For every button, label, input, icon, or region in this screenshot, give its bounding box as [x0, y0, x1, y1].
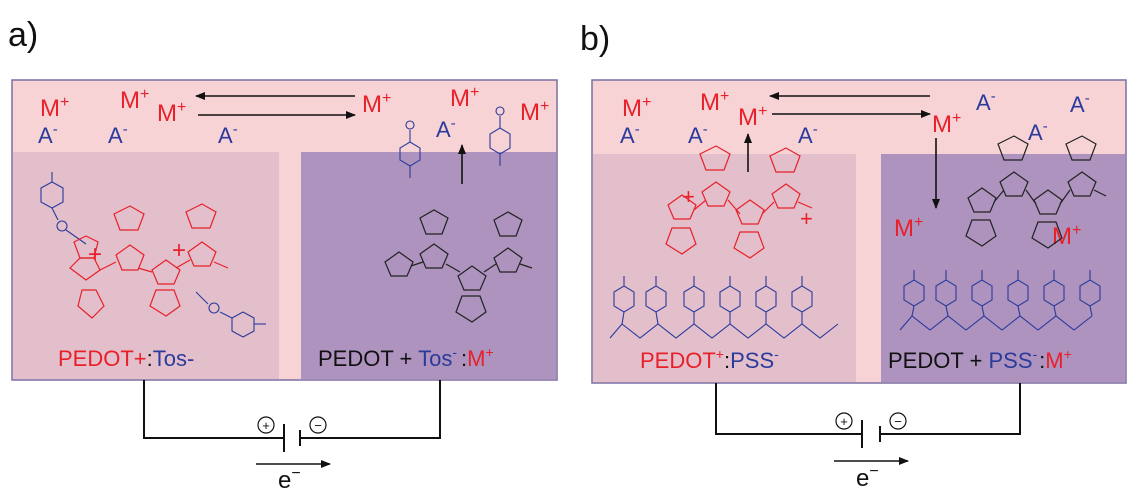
svg-text:+: +	[262, 418, 270, 433]
cation-label: M+	[120, 86, 149, 114]
cation-label: M+	[520, 98, 549, 126]
cation-label: M+	[450, 84, 479, 112]
tosylate-molecule	[195, 291, 266, 338]
anion-label: A-	[436, 115, 456, 142]
anion-label: A-	[620, 121, 640, 148]
panel-a-reduced-film	[301, 152, 556, 379]
battery-plus-symbol: +	[257, 416, 275, 434]
anion-label: A-	[1028, 118, 1048, 145]
circuit-wire-left	[715, 383, 862, 435]
panel-b-left-formula: PEDOT+:PSS-	[640, 346, 779, 373]
anion-label: A-	[688, 121, 708, 148]
cation-label: M+	[738, 103, 767, 131]
svg-text:−: −	[894, 414, 902, 429]
pss-polymer	[609, 276, 839, 339]
anion-label: A-	[108, 121, 128, 148]
battery-minus-symbol: −	[309, 416, 327, 434]
panel-b-oxidized-film	[593, 154, 856, 382]
positive-charge-mark: +	[172, 237, 186, 264]
panel-a-oxidized-film	[13, 152, 279, 379]
pedot-oxidized-chain	[665, 145, 813, 259]
anion-label: A-	[218, 121, 238, 148]
anion-label: A-	[976, 88, 996, 115]
anion-label: A-	[38, 121, 58, 148]
pss-polymer	[899, 270, 1101, 331]
panel-a-left-formula: PEDOT+:Tos-	[58, 346, 194, 371]
anion-label: A-	[798, 121, 818, 148]
cation-label: M+	[894, 214, 923, 242]
cation-label: M+	[700, 88, 729, 116]
svg-text:−: −	[314, 418, 322, 433]
panel-b-right-formula: PEDOT + PSS-:M+	[888, 346, 1072, 373]
panel-b: b) M+ M+ M+ M+ M+ M+ A- A- A- A- A- A-	[580, 20, 1127, 492]
tosylate-molecule	[399, 120, 421, 178]
cation-label: M+	[932, 110, 961, 138]
panel-a: a) M+ M+ M+ M+ M+ M+ A- A- A- A-	[8, 16, 558, 494]
battery-plus-symbol: +	[835, 412, 853, 430]
circuit-wire-right	[300, 380, 441, 439]
tosylate-molecule	[40, 172, 87, 245]
panel-a-letter: a)	[8, 16, 38, 54]
panel-b-letter: b)	[580, 20, 610, 58]
panel-a-right-formula: PEDOT + Tos-:M+	[318, 344, 494, 371]
anion-label: A-	[1070, 90, 1090, 117]
cation-label: M+	[362, 90, 391, 118]
pedot-neutral-chain	[384, 209, 533, 323]
electron-label: e−	[856, 463, 879, 492]
circuit-wire-left	[143, 380, 284, 439]
cation-label: M+	[157, 99, 186, 127]
cation-label: M+	[40, 94, 69, 122]
pedot-neutral-chain	[965, 135, 1107, 249]
positive-charge-mark: +	[800, 206, 813, 231]
cation-label: M+	[622, 94, 651, 122]
svg-text:+: +	[840, 414, 848, 429]
positive-charge-mark: +	[88, 241, 102, 268]
electron-label: e−	[278, 465, 301, 494]
tosylate-molecule	[489, 106, 511, 166]
battery-minus-symbol: −	[889, 412, 907, 430]
positive-charge-mark: +	[682, 184, 695, 209]
circuit-wire-right	[880, 383, 1021, 435]
pedot-oxidized-chain	[69, 203, 229, 319]
